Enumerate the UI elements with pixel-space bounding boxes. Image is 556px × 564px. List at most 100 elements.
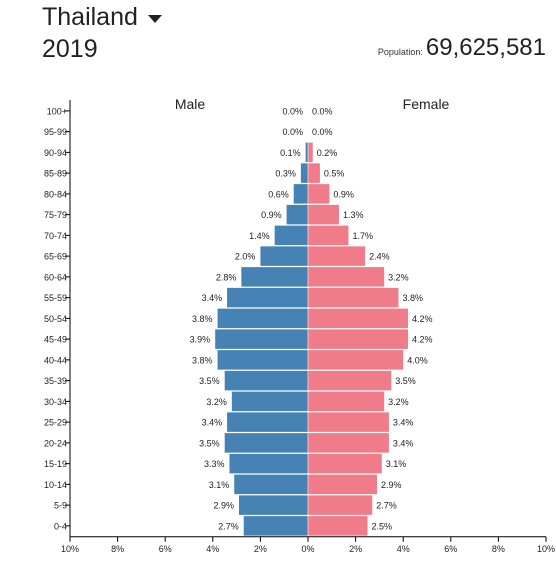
female-bar (308, 225, 349, 246)
male-bar (217, 308, 308, 329)
female-data-label: 3.4% (393, 418, 414, 428)
x-tick-label: 0% (301, 544, 314, 554)
female-bar (308, 516, 368, 536)
bars: 0.0% 0.0% 0.0% 0.0% 0.1% 0.2% 0.3% 0.5% 0.6% 0.9%… (190, 100, 433, 537)
male-bar (231, 391, 308, 412)
male-data-label: 3.4% (202, 418, 223, 428)
y-tick-label: 15-19 (44, 459, 67, 469)
male-data-label: 3.2% (206, 397, 227, 407)
female-series-title: Female (403, 96, 450, 112)
male-data-label: 3.3% (204, 459, 225, 469)
x-tick-label: 2% (349, 544, 362, 554)
population-value: 69,625,581 (425, 34, 546, 61)
male-data-label: 3.8% (192, 355, 213, 365)
male-data-label: 2.0% (235, 252, 256, 262)
male-bar (260, 246, 308, 266)
y-tick-label: 85-89 (44, 169, 67, 179)
female-bar (308, 204, 339, 225)
male-data-label: 3.9% (190, 335, 211, 345)
male-data-label: 0.9% (261, 210, 282, 220)
female-data-label: 2.4% (369, 252, 390, 262)
female-data-label: 4.2% (412, 335, 433, 345)
x-tick-label: 6% (444, 544, 457, 554)
y-tick-label: 25-29 (44, 418, 67, 428)
female-data-label: 0.0% (312, 106, 333, 116)
male-bar (229, 453, 308, 474)
female-bar (308, 350, 404, 370)
male-bar (224, 370, 308, 391)
female-data-label: 2.5% (372, 521, 393, 531)
country-selector[interactable]: Thailand (42, 2, 162, 32)
female-bar (308, 308, 408, 329)
male-bar (274, 225, 308, 246)
x-tick-label: 8% (111, 544, 124, 554)
male-data-label: 3.5% (199, 438, 220, 448)
female-data-label: 1.3% (343, 210, 364, 220)
caret-down-icon[interactable] (147, 15, 162, 23)
y-tick-label: 40-44 (44, 355, 67, 365)
female-bar (308, 495, 373, 515)
x-tick-label: 8% (492, 544, 505, 554)
female-bar (308, 412, 389, 432)
female-data-label: 3.1% (386, 459, 407, 469)
y-axis: 100+ 95-99 90-94 85-89 80-84 75-79 70-74 65-69 6… (44, 100, 71, 537)
x-tick-label: 6% (159, 544, 172, 554)
female-bar (308, 142, 313, 163)
male-bar (300, 163, 308, 183)
y-tick-label: 5-9 (54, 501, 67, 511)
male-data-label: 2.9% (213, 501, 234, 511)
y-tick-label: 60-64 (44, 272, 67, 282)
female-bar (308, 287, 399, 308)
female-data-label: 0.9% (333, 189, 354, 199)
x-tick-label: 10% (61, 544, 79, 554)
male-bar (215, 329, 308, 349)
male-data-label: 0.6% (268, 189, 289, 199)
male-bar (234, 474, 308, 495)
male-data-label: 3.4% (202, 293, 223, 303)
male-bar (227, 412, 308, 432)
y-tick-label: 45-49 (44, 335, 67, 345)
male-data-label: 2.8% (216, 272, 237, 282)
female-bar (308, 267, 385, 287)
y-tick-label: 35-39 (44, 376, 67, 386)
x-tick-label: 4% (206, 544, 219, 554)
female-bar (308, 184, 330, 204)
male-bar (238, 495, 308, 515)
population-label: Population: (377, 47, 423, 57)
male-bar (293, 184, 308, 204)
female-data-label: 3.5% (395, 376, 416, 386)
y-tick-label: 80-84 (44, 189, 67, 199)
female-data-label: 3.8% (402, 293, 423, 303)
female-data-label: 0.2% (317, 148, 338, 158)
y-tick-label: 20-24 (44, 438, 67, 448)
female-data-label: 0.5% (324, 169, 345, 179)
y-tick-label: 30-34 (44, 397, 67, 407)
y-tick-label: 10-14 (44, 480, 67, 490)
female-bar (308, 453, 382, 474)
male-data-label: 3.5% (199, 376, 220, 386)
female-data-label: 0.0% (312, 127, 333, 137)
x-tick-label: 10% (537, 544, 555, 554)
female-bar (308, 329, 408, 349)
male-bar (286, 204, 308, 225)
male-data-label: 0.0% (282, 127, 303, 137)
y-tick-label: 100+ (47, 106, 67, 116)
y-tick-label: 90-94 (44, 148, 67, 158)
male-bar (241, 267, 308, 287)
x-tick-label: 2% (254, 544, 267, 554)
y-tick-label: 50-54 (44, 314, 67, 324)
y-tick-label: 95-99 (44, 127, 67, 137)
male-data-label: 1.4% (249, 231, 270, 241)
y-tick-label: 75-79 (44, 210, 67, 220)
y-tick-label: 0-4 (54, 521, 67, 531)
male-data-label: 3.8% (192, 314, 213, 324)
male-data-label: 0.1% (280, 148, 301, 158)
x-axis: 10% 8% 6% 4% 2% 0% 2% 4% 6% 8% 10% (61, 536, 555, 554)
female-bar (308, 163, 320, 183)
y-tick-label: 70-74 (44, 231, 67, 241)
female-bar (308, 433, 389, 453)
male-series-title: Male (175, 96, 206, 112)
male-data-label: 2.7% (218, 521, 239, 531)
female-data-label: 3.4% (393, 438, 414, 448)
